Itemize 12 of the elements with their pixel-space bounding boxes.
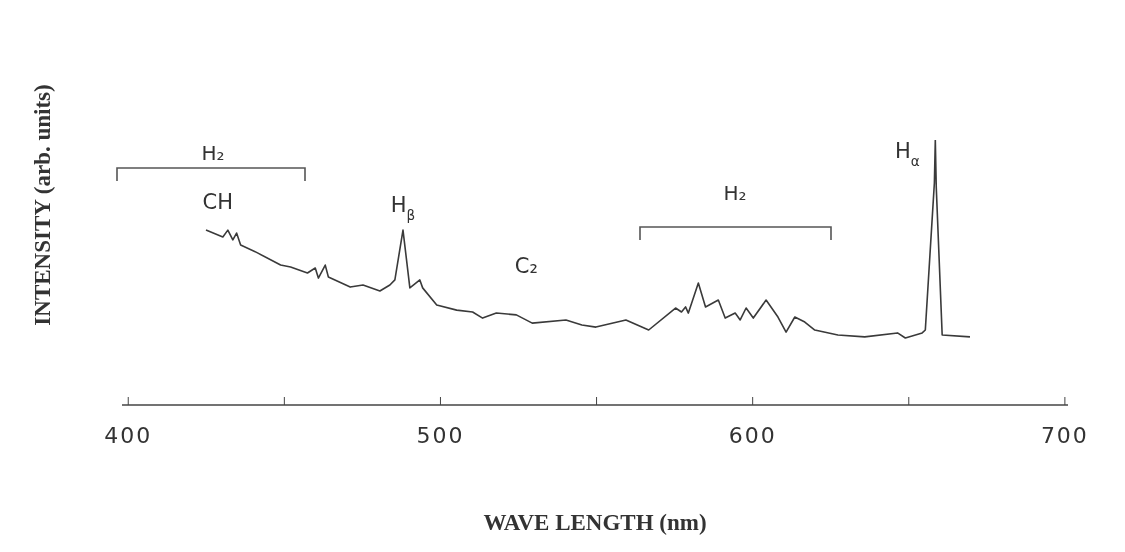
x-tick-label: 400 [104,422,153,448]
x-tick-label: 700 [1040,422,1089,448]
x-tick-label: 500 [416,422,465,448]
x-tick-label: 600 [728,422,777,448]
annotation: H₂ [723,181,747,205]
y-axis-title: INTENSITY (arb. units) [30,84,55,326]
annotation: H$_{β}$ [390,193,416,224]
x-axis-title: WAVE LENGTH (nm) [483,510,707,535]
annotation: C₂ [514,254,538,279]
annotation: H$_{α}$ [894,139,920,169]
annotation: H₂ [201,141,225,165]
annotation: CH [202,189,234,214]
